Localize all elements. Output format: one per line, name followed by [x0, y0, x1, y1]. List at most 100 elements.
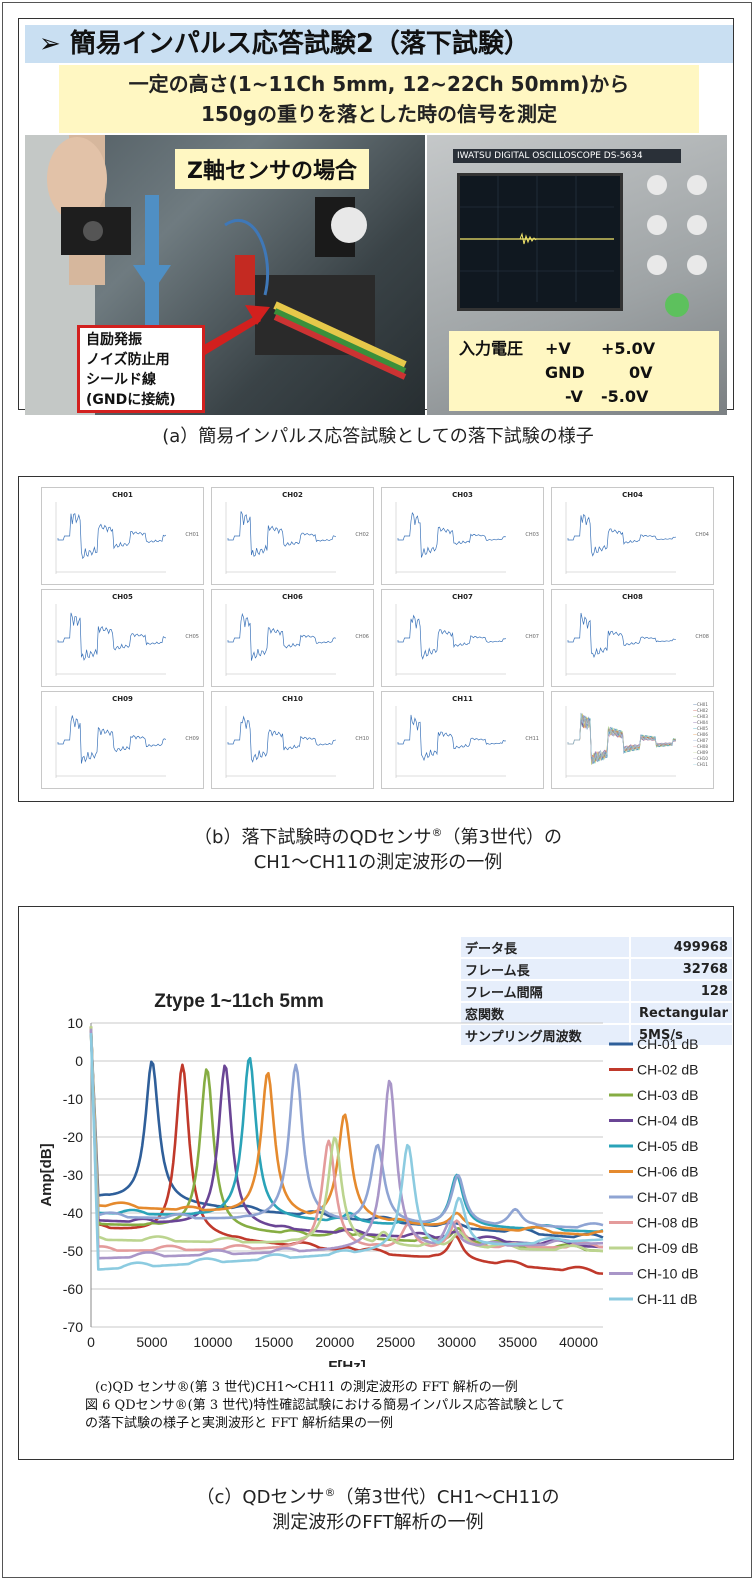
callout-line-1: 自励発振 [86, 332, 142, 348]
waveform-chart-ch11: CH11 CH11 [381, 691, 544, 789]
waveform-chart-ch05: CH05 CH05 [41, 589, 204, 687]
caption-b-pre: （b）落下試験時のQDセンサ [194, 827, 432, 848]
mini-wave-svg [55, 502, 166, 574]
waveform-chart-ch10: CH10 CH10 [211, 691, 374, 789]
x-tick-label: 10000 [193, 1334, 232, 1350]
mini-wave-svg [565, 502, 676, 574]
fft-parameter-table: データ長 499968 フレーム長 32768 フレーム間隔 128 窓関数 Rectangu… [461, 937, 732, 1047]
combined-legend-item: —CH05 [693, 726, 708, 731]
x-tick-label: 25000 [376, 1334, 415, 1350]
mini-wave-svg [55, 706, 166, 778]
fft-param-label: フレーム間隔 [461, 980, 629, 1003]
caption-c-reg: ® [324, 1486, 336, 1499]
mini-chart-title: CH04 [622, 491, 643, 499]
voltage-name-gnd: GND [545, 363, 585, 382]
drop-test-illustration [25, 135, 407, 415]
panel-a-subtitle: 一定の高さ(1~11Ch 5mm, 12~22Ch 50mm)から 150gの重… [59, 65, 699, 133]
mini-chart-legend: CH07 [525, 634, 539, 640]
mini-chart-title: CH10 [282, 695, 303, 703]
series-line-11 [89, 1033, 604, 1271]
legend-label: CH-05 dB [637, 1138, 698, 1154]
mini-wave-svg [565, 604, 676, 676]
fft-param-label: フレーム長 [461, 958, 629, 981]
waveform-chart-ch02: CH02 CH02 [211, 487, 374, 585]
mini-chart-title: CH08 [622, 593, 643, 601]
panel-b-waveforms: CH01 CH01 CH02 CH02 CH03 CH03 CH04 CH04 CH05 CH05… [18, 476, 734, 802]
mini-wave-svg [55, 604, 166, 676]
fft-param-value: 499968 [631, 937, 732, 959]
voltage-value-gnd: 0V [629, 363, 653, 382]
subtitle-line-1: 一定の高さ(1~11Ch 5mm, 12~22Ch 50mm)から [128, 72, 630, 96]
subtitle-line-2: 150gの重りを落とした時の信号を測定 [200, 102, 558, 126]
oscilloscope-brand: IWATSU DIGITAL OSCILLOSCOPE DS-5634 [453, 149, 681, 163]
waveform-chart-ch06: CH06 CH06 [211, 589, 374, 687]
panel-a-photo-panel: ➢ 簡易インパルス応答試験2（落下試験） 一定の高さ(1~11Ch 5mm, 1… [18, 18, 734, 415]
mini-chart-legend: CH09 [185, 736, 199, 742]
chart-title: Ztype 1~11ch 5mm [154, 991, 324, 1012]
legend-label: CH-03 dB [637, 1087, 698, 1103]
mini-chart-title: CH11 [452, 695, 473, 703]
oscilloscope-screen [457, 173, 623, 311]
fft-param-row: フレーム長 32768 [461, 958, 732, 981]
mini-chart-title: CH06 [282, 593, 303, 601]
mini-chart-legend: CH04 [695, 532, 709, 538]
waveform-chart-combined: —CH01 —CH02 —CH03 —CH04 —CH05 —CH06 —CH07 —CH08… [551, 691, 714, 789]
x-tick-label: 5000 [136, 1334, 167, 1350]
waveform-chart-ch09: CH09 CH09 [41, 691, 204, 789]
caption-c-post: （第3世代）CH1～CH11の [335, 1487, 560, 1508]
combined-legend-item: —CH02 [693, 708, 708, 713]
combined-legend-item: —CH04 [693, 720, 708, 725]
y-tick-label: -30 [63, 1167, 83, 1183]
fft-param-row: サンプリング周波数 5MS/s [461, 1024, 732, 1047]
series-line-1 [89, 1030, 604, 1239]
voltage-value-plus: +5.0V [601, 339, 656, 358]
combined-legend-item: —CH11 [693, 762, 708, 767]
voltage-name-plus: +V [545, 339, 571, 358]
oscilloscope-trace [460, 176, 614, 302]
combined-legend-item: —CH09 [693, 750, 708, 755]
voltage-label: 入力電圧 [459, 339, 524, 358]
y-tick-label: -50 [63, 1243, 83, 1259]
x-tick-label: 0 [87, 1334, 95, 1350]
x-tick-label: 15000 [254, 1334, 293, 1350]
mini-chart-legend: CH08 [695, 634, 709, 640]
combined-legend-item: —CH07 [693, 738, 708, 743]
waveform-chart-ch08: CH08 CH08 [551, 589, 714, 687]
mini-chart-legend: CH06 [355, 634, 369, 640]
z-axis-sensor-label: Z軸センサの場合 [175, 149, 369, 189]
voltage-row-plus: 入力電圧 +V +5.0V [459, 337, 709, 361]
mini-chart-title: CH05 [112, 593, 133, 601]
fft-param-label: サンプリング周波数 [461, 1024, 629, 1047]
legend-label: CH-02 dB [637, 1062, 698, 1078]
combined-legend-item: —CH10 [693, 756, 708, 761]
mini-wave-svg [395, 604, 506, 676]
series-line-10 [89, 1028, 603, 1260]
input-voltage-box: 入力電圧 +V +5.0V GND 0V -V -5.0V [449, 331, 719, 411]
fft-param-value: 5MS/s [631, 1024, 732, 1047]
panel-a-title: ➢ 簡易インパルス応答試験2（落下試験） [25, 25, 733, 63]
fft-param-row: 窓関数 Rectangular [461, 1002, 732, 1025]
combined-legend-item: —CH01 [693, 702, 708, 707]
caption-b-line-1: （b）落下試験時のQDセンサ®（第3世代）の [0, 818, 756, 853]
fft-figure-caption-3: の落下試験の様子と実測波形と FFT 解析結果の一例 [85, 1416, 393, 1431]
legend-label: CH-10 dB [637, 1266, 698, 1282]
mini-chart-title: CH02 [282, 491, 303, 499]
y-tick-label: -60 [63, 1281, 83, 1297]
mini-chart-legend: CH11 [525, 736, 539, 742]
legend-label: CH-11 dB [637, 1291, 697, 1307]
fft-param-row: フレーム間隔 128 [461, 980, 732, 1003]
series-line-9 [89, 1026, 603, 1253]
oscilloscope-photo: IWATSU DIGITAL OSCILLOSCOPE DS-5634 入力電圧… [427, 135, 727, 415]
caption-c-pre: （c）QDセンサ [196, 1487, 325, 1508]
y-tick-label: -10 [63, 1091, 83, 1107]
mini-chart-legend: CH05 [185, 634, 199, 640]
legend-label: CH-04 dB [637, 1113, 698, 1129]
mini-chart-legend: CH03 [525, 532, 539, 538]
legend-label: CH-01 dB [637, 1036, 698, 1052]
mini-wave-svg [395, 706, 506, 778]
caption-a: (a）簡易インパルス応答試験としての落下試験の様子 [162, 426, 594, 447]
voltage-row-gnd: GND 0V [459, 361, 709, 385]
shield-wire-callout: 自励発振 ノイズ防止用 シールド線 (GNDに接続) [77, 325, 205, 413]
voltage-row-minus: -V -5.0V [459, 385, 709, 409]
